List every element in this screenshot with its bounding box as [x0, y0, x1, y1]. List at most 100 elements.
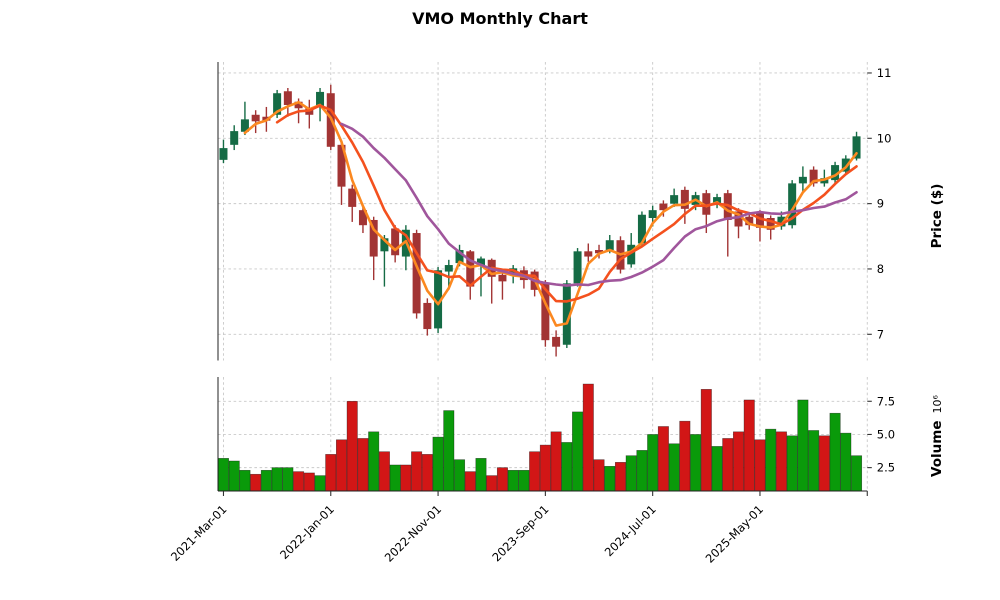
candle-body-down	[369, 219, 378, 257]
price-tick-label: 10	[877, 131, 892, 145]
price-tick-label: 9	[877, 197, 884, 211]
candle-body-up	[637, 214, 646, 244]
x-tick-label: 2023-Sep-01	[489, 502, 551, 564]
candle-body-up	[798, 176, 807, 184]
candle-body-down	[595, 250, 604, 254]
moving-average-lines	[243, 100, 858, 327]
volume-bar	[668, 443, 680, 492]
volume-bar	[765, 428, 777, 492]
price-tick-label: 7	[877, 327, 884, 341]
volume-bar	[507, 469, 519, 492]
volume-bar	[733, 431, 745, 492]
volume-bar	[389, 464, 401, 492]
volume-bar	[239, 469, 251, 492]
candle-body-up	[476, 258, 485, 267]
volume-bar	[647, 434, 659, 492]
volume-bar	[539, 444, 551, 492]
volume-bar	[303, 472, 315, 492]
candle-body-down	[659, 203, 668, 211]
volume-bar	[411, 451, 423, 492]
x-tick-label: 2024-Jul-01	[602, 502, 659, 559]
volume-bar	[325, 454, 337, 492]
candle-body-up	[670, 195, 679, 204]
candle-body-up	[831, 165, 840, 181]
candle-body-up	[777, 216, 786, 227]
candle-body-up	[444, 265, 453, 272]
volume-bar	[260, 469, 272, 492]
volume-tick-label: 2.5	[877, 461, 895, 475]
volume-bar	[840, 432, 852, 492]
volume-bar	[228, 460, 240, 492]
volume-tick-label: 7.5	[877, 394, 895, 408]
volume-bar	[464, 471, 476, 492]
candle-body-up	[380, 238, 389, 252]
volume-bar	[743, 399, 755, 492]
candle-body-up	[219, 148, 228, 160]
volume-bar	[282, 467, 294, 492]
candle-body-down	[294, 101, 303, 109]
volume-bar	[722, 438, 734, 492]
volume-bar	[529, 451, 541, 492]
candle-body-down	[358, 210, 367, 226]
volume-bar	[829, 412, 841, 492]
volume-bar	[293, 471, 305, 492]
candle-body-up	[841, 158, 850, 172]
price-tick-label: 8	[877, 262, 884, 276]
candle-body-down	[766, 218, 775, 230]
x-tick-label: 2025-May-01	[703, 502, 766, 565]
x-tick-label: 2022-Jan-01	[277, 502, 337, 562]
volume-bar	[679, 420, 691, 492]
volume-bar	[818, 435, 830, 492]
price-axis-label: Price ($)	[929, 184, 945, 249]
volume-bar	[314, 475, 326, 492]
grid-layer	[218, 62, 868, 491]
candle-body-down	[466, 251, 475, 287]
candle-body-down	[283, 91, 292, 105]
price-tick-label: 11	[877, 66, 892, 80]
volume-bar	[217, 458, 229, 492]
volume-bar	[368, 431, 380, 492]
volume-bar	[346, 400, 358, 492]
candle-body-up	[627, 244, 636, 265]
candle-body-down	[734, 211, 743, 227]
volume-panel	[217, 383, 863, 492]
candle-body-up	[230, 131, 239, 145]
volume-bar	[432, 436, 444, 492]
volume-bar	[475, 458, 487, 492]
candle-body-down	[348, 188, 357, 207]
volume-bar	[625, 455, 637, 492]
volume-bar	[754, 439, 766, 492]
candle-body-up	[852, 136, 861, 159]
volume-bar	[775, 431, 787, 492]
candle-body-down	[584, 251, 593, 257]
volume-bar	[711, 446, 723, 492]
volume-bar	[582, 383, 594, 492]
candle-body-down	[412, 233, 421, 314]
volume-bar	[496, 467, 508, 492]
volume-bar	[604, 465, 616, 492]
volume-bar	[786, 435, 798, 492]
candle-body-up	[605, 240, 614, 251]
volume-bar	[454, 459, 466, 492]
candle-body-down	[680, 189, 689, 209]
candle-body-up	[788, 183, 797, 226]
candle-body-down	[251, 114, 260, 122]
volume-bar	[614, 462, 626, 492]
volume-bar	[378, 451, 390, 492]
ma-line-3	[243, 100, 858, 327]
volume-bar	[700, 389, 712, 492]
chart-title: VMO Monthly Chart	[412, 9, 588, 28]
ma-line-12	[340, 122, 858, 287]
candle-body-down	[541, 283, 550, 341]
candle-body-down	[552, 336, 561, 347]
x-tick-label: 2021-Mar-01	[168, 502, 230, 564]
volume-bar	[443, 410, 455, 492]
volume-bar	[636, 450, 648, 492]
volume-bar	[400, 464, 412, 492]
volume-bar	[593, 459, 605, 492]
candle-body-up	[573, 251, 582, 284]
volume-bar	[561, 442, 573, 492]
volume-bar	[421, 454, 433, 492]
volume-bar	[250, 473, 262, 492]
volume-bar	[550, 431, 562, 492]
